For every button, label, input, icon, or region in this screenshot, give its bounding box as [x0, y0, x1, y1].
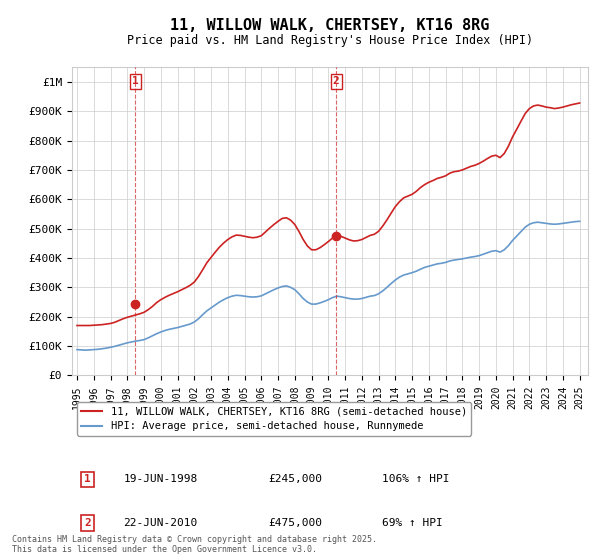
Text: 2: 2 — [84, 518, 91, 528]
Text: Price paid vs. HM Land Registry's House Price Index (HPI): Price paid vs. HM Land Registry's House … — [127, 34, 533, 47]
Text: 11, WILLOW WALK, CHERTSEY, KT16 8RG: 11, WILLOW WALK, CHERTSEY, KT16 8RG — [170, 18, 490, 32]
Text: 69% ↑ HPI: 69% ↑ HPI — [382, 518, 442, 528]
Text: 106% ↑ HPI: 106% ↑ HPI — [382, 474, 449, 484]
Text: Contains HM Land Registry data © Crown copyright and database right 2025.
This d: Contains HM Land Registry data © Crown c… — [12, 535, 377, 554]
Text: 1: 1 — [132, 77, 139, 86]
Text: 22-JUN-2010: 22-JUN-2010 — [124, 518, 198, 528]
Text: £245,000: £245,000 — [268, 474, 322, 484]
Legend: 11, WILLOW WALK, CHERTSEY, KT16 8RG (semi-detached house), HPI: Average price, s: 11, WILLOW WALK, CHERTSEY, KT16 8RG (sem… — [77, 402, 471, 436]
Text: £475,000: £475,000 — [268, 518, 322, 528]
Text: 1: 1 — [84, 474, 91, 484]
Text: 2: 2 — [333, 77, 340, 86]
Text: 19-JUN-1998: 19-JUN-1998 — [124, 474, 198, 484]
